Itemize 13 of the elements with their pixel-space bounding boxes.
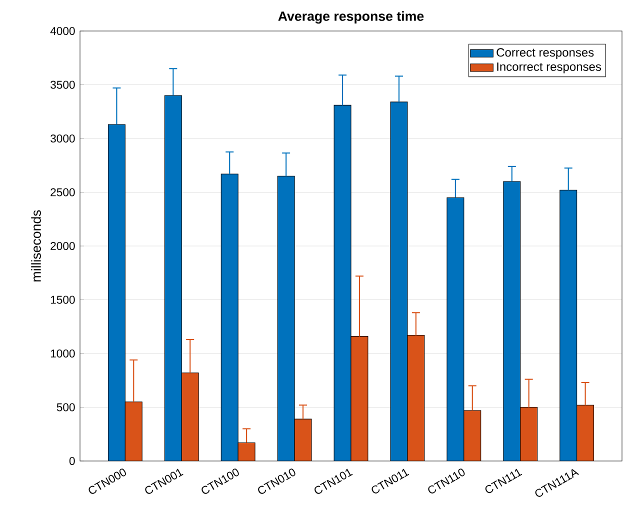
legend-label: Correct responses xyxy=(496,48,594,60)
y-axis-title: milliseconds xyxy=(31,210,41,282)
y-tick-label: 0 xyxy=(69,456,75,466)
legend-label: Incorrect responses xyxy=(497,62,602,74)
y-tick-label: 1000 xyxy=(50,349,75,358)
y-tick-label: 2500 xyxy=(50,188,75,196)
chart-title: Average response time xyxy=(278,11,424,24)
y-tick-label: 3000 xyxy=(50,134,75,143)
y-tick-label: 500 xyxy=(56,403,75,412)
y-tick-label: 2000 xyxy=(50,242,75,250)
y-tick-label: 4000 xyxy=(50,27,75,36)
y-tick-label: 3500 xyxy=(50,80,75,89)
y-tick-label: 1500 xyxy=(50,296,75,304)
